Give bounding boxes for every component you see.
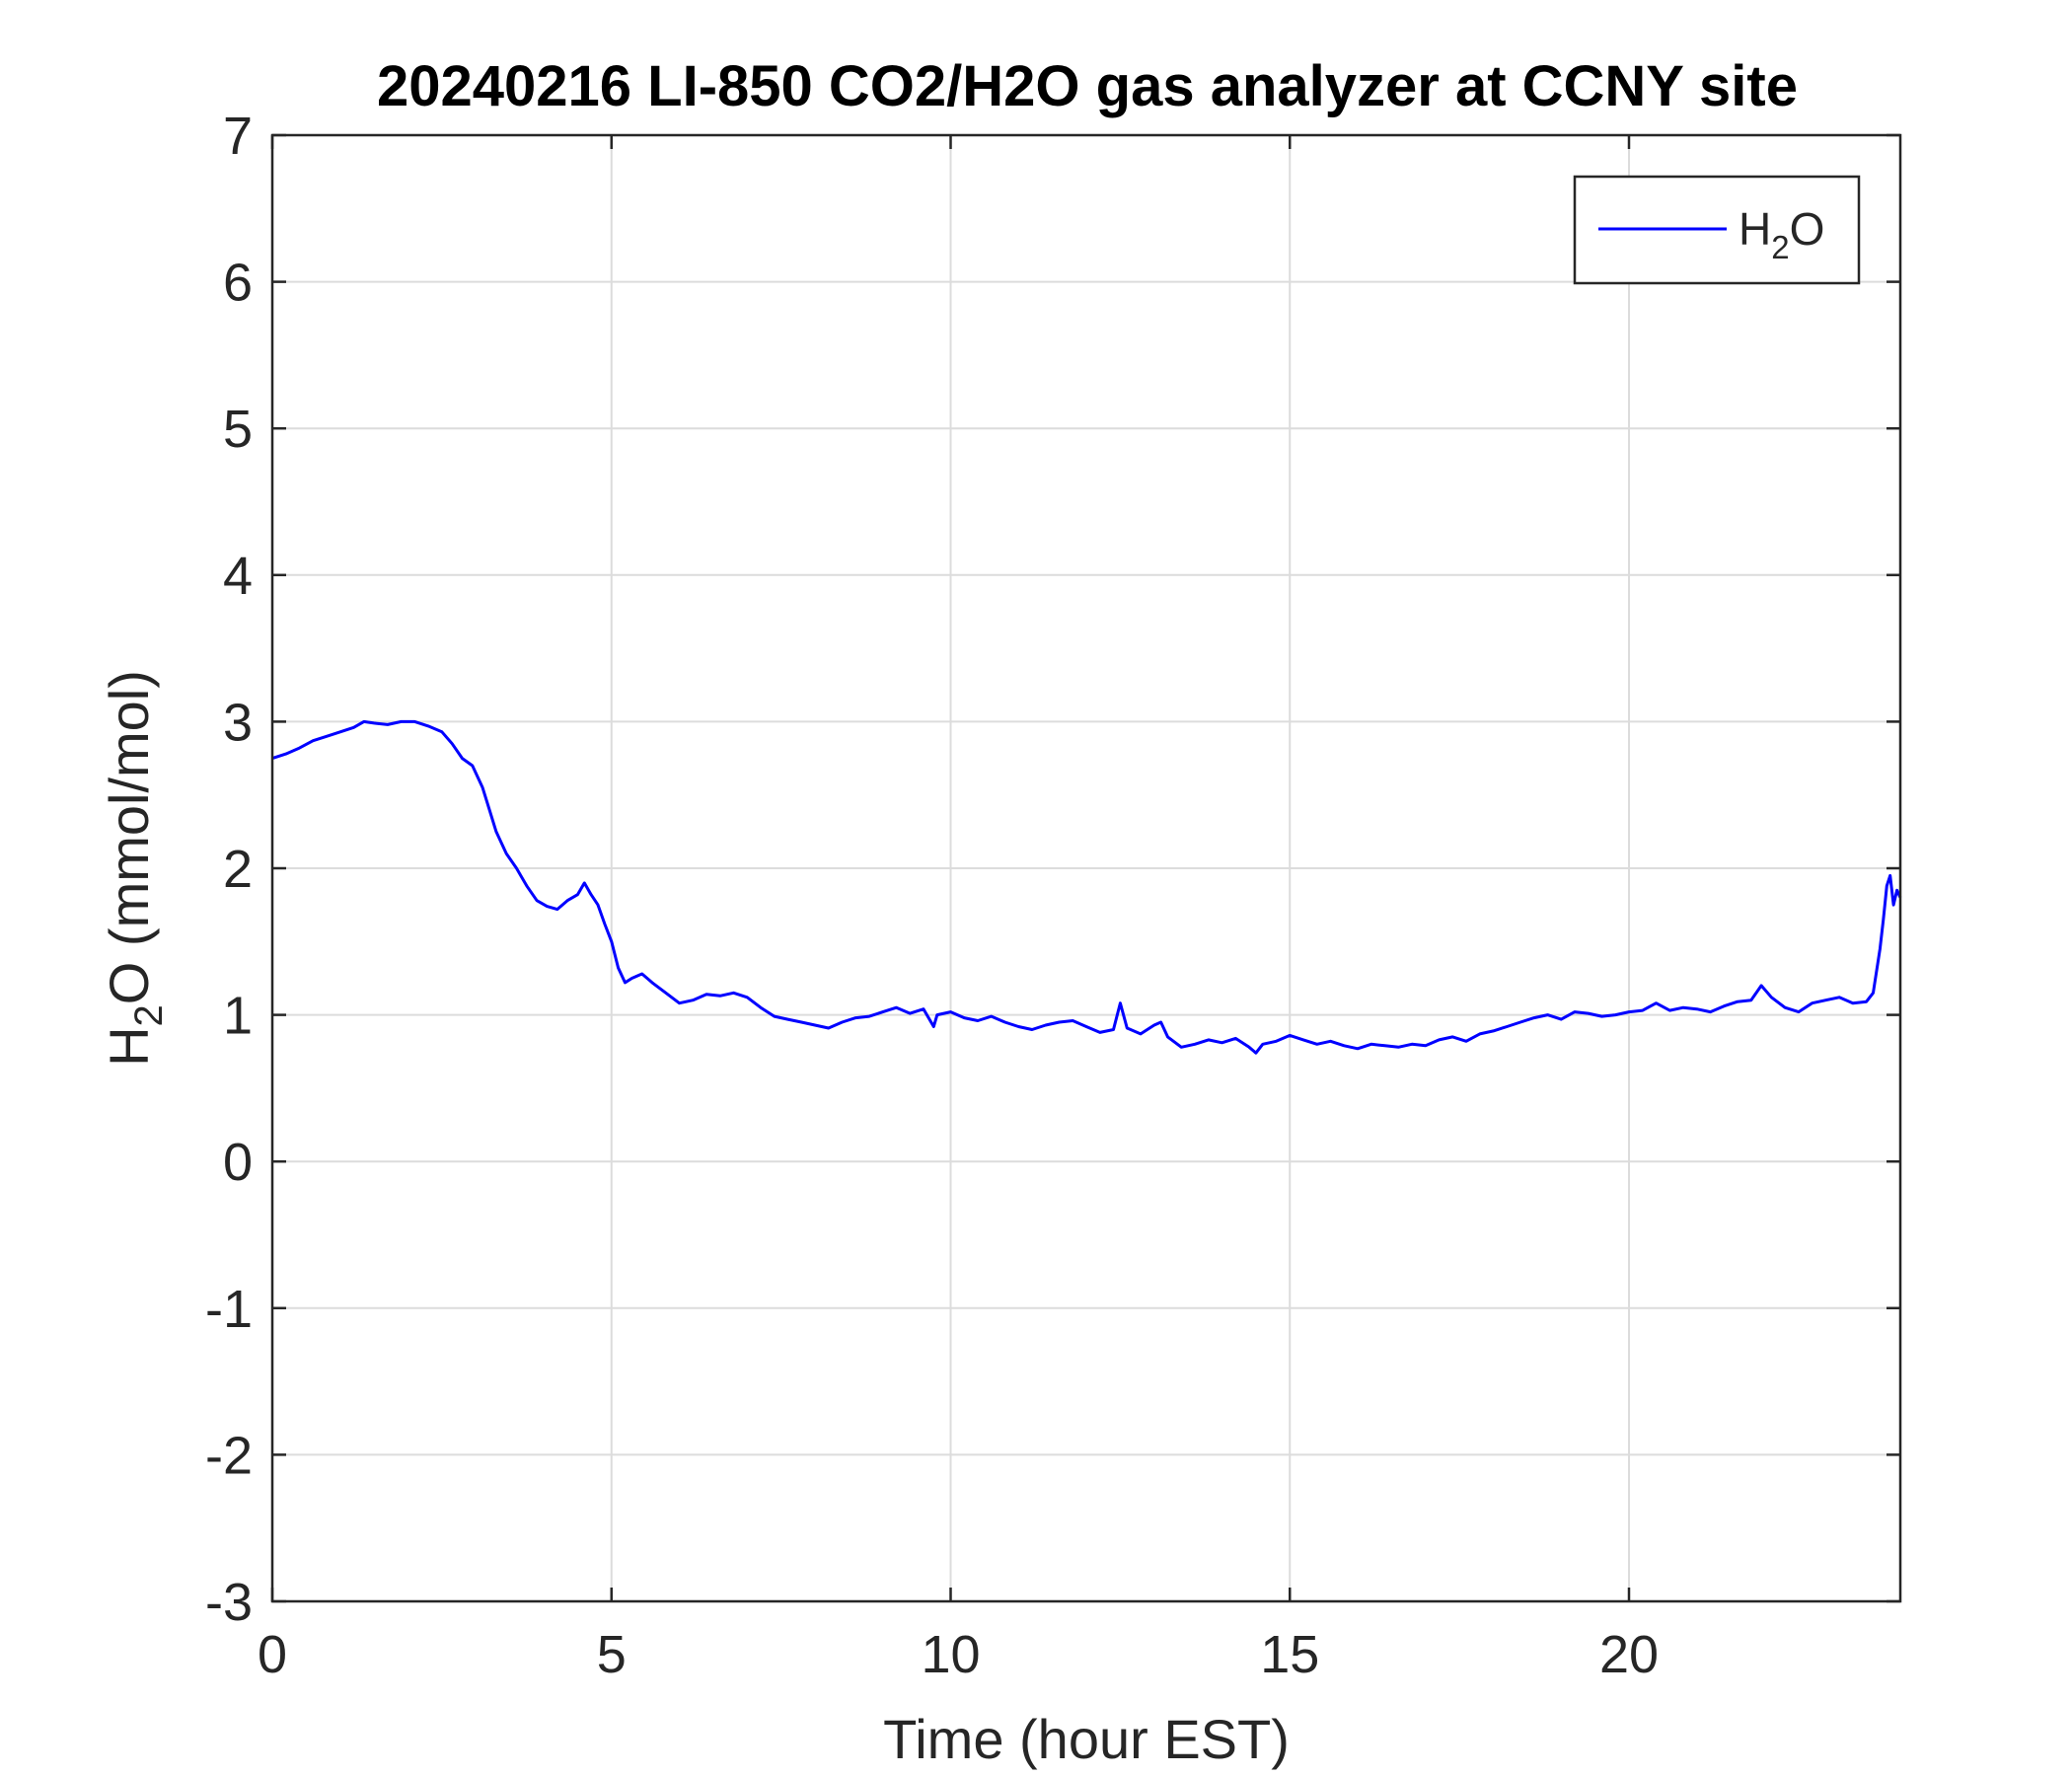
x-tick-label: 0 — [258, 1625, 287, 1684]
chart-title: 20240216 LI-850 CO2/H2O gas analyzer at … — [377, 54, 1798, 118]
h2o-series-line — [271, 719, 1902, 1055]
legend: H2O — [1573, 175, 1861, 285]
legend-label-rest: O — [1790, 203, 1825, 255]
y-axis-label-subscript: 2 — [127, 1004, 171, 1026]
x-tick-label: 20 — [1599, 1625, 1659, 1684]
legend-label-subscript: 2 — [1771, 229, 1789, 265]
x-tick-label: 15 — [1260, 1625, 1319, 1684]
y-tick-label: 5 — [223, 400, 253, 459]
y-tick-label: 6 — [223, 254, 253, 313]
x-axis-tick-labels: 0 5 10 15 20 — [258, 1625, 1659, 1684]
grid-lines — [271, 134, 1900, 1602]
axis-ticks — [270, 133, 1900, 1603]
y-tick-label: -3 — [205, 1573, 253, 1632]
y-tick-label: 7 — [223, 107, 253, 166]
plot-series — [271, 719, 1902, 1055]
y-axis-tick-labels: -3 -2 -1 0 1 2 3 4 5 6 7 — [205, 107, 253, 1632]
y-tick-label: -1 — [205, 1280, 253, 1339]
legend-label-base: H — [1739, 203, 1771, 255]
x-axis-label: Time (hour EST) — [883, 1708, 1290, 1770]
x-tick-label: 5 — [597, 1625, 627, 1684]
legend-label-h2o: H2O — [1739, 203, 1824, 265]
y-tick-label: 1 — [223, 987, 253, 1046]
x-tick-label: 10 — [921, 1625, 980, 1684]
y-tick-label: 3 — [223, 693, 253, 752]
y-axis-label-rest: O (mmol/mol) — [98, 670, 160, 1004]
y-tick-label: -2 — [205, 1426, 253, 1485]
y-tick-label: 4 — [223, 547, 253, 606]
y-axis-label-base: H — [98, 1026, 160, 1066]
y-axis-label: H2O (mmol/mol) — [98, 670, 171, 1067]
y-tick-label: 0 — [223, 1133, 253, 1192]
y-tick-label: 2 — [223, 840, 253, 899]
